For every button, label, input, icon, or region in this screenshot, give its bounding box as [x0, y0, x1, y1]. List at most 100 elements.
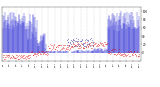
Point: [56, 46, 59, 47]
Point: [20, 56, 23, 58]
Point: [42, 52, 45, 53]
Point: [87, 45, 89, 46]
Point: [77, 45, 80, 46]
Point: [52, 46, 54, 48]
Point: [120, 53, 123, 54]
Point: [116, 52, 119, 54]
Point: [135, 55, 137, 56]
Point: [93, 42, 95, 43]
Point: [95, 45, 98, 47]
Point: [97, 46, 100, 47]
Point: [131, 53, 133, 55]
Point: [6, 56, 8, 57]
Point: [47, 50, 49, 52]
Point: [50, 44, 52, 46]
Point: [80, 40, 82, 42]
Point: [97, 44, 99, 45]
Point: [4, 57, 7, 58]
Point: [69, 46, 72, 47]
Point: [129, 51, 132, 53]
Point: [85, 42, 88, 43]
Point: [66, 42, 69, 43]
Point: [68, 45, 70, 46]
Point: [92, 44, 94, 45]
Point: [128, 52, 130, 53]
Point: [96, 44, 99, 45]
Point: [76, 43, 79, 44]
Point: [101, 44, 103, 46]
Point: [89, 43, 92, 44]
Point: [88, 42, 91, 43]
Point: [49, 49, 52, 51]
Point: [16, 58, 19, 59]
Point: [126, 50, 129, 52]
Point: [3, 58, 5, 60]
Point: [45, 50, 48, 52]
Point: [92, 42, 94, 44]
Point: [90, 44, 93, 46]
Point: [61, 47, 63, 48]
Point: [77, 44, 79, 45]
Point: [129, 51, 131, 52]
Point: [60, 48, 62, 50]
Point: [79, 45, 81, 47]
Point: [25, 56, 28, 57]
Point: [125, 51, 128, 53]
Point: [126, 54, 128, 56]
Point: [73, 46, 75, 47]
Point: [66, 48, 69, 50]
Point: [21, 55, 24, 56]
Point: [24, 57, 27, 58]
Point: [68, 49, 71, 50]
Point: [106, 44, 108, 45]
Point: [86, 44, 88, 45]
Point: [86, 44, 88, 46]
Point: [4, 56, 7, 57]
Point: [82, 44, 85, 45]
Point: [63, 44, 66, 46]
Point: [54, 49, 56, 50]
Point: [68, 41, 71, 43]
Point: [78, 45, 80, 47]
Point: [129, 55, 132, 57]
Point: [23, 58, 26, 59]
Point: [51, 48, 53, 50]
Point: [80, 40, 83, 41]
Point: [41, 53, 44, 55]
Point: [23, 54, 25, 56]
Point: [91, 45, 94, 46]
Point: [111, 50, 114, 51]
Point: [121, 54, 124, 55]
Point: [32, 54, 34, 55]
Point: [38, 52, 40, 53]
Point: [71, 46, 73, 47]
Point: [45, 52, 48, 54]
Point: [34, 53, 36, 54]
Point: [59, 44, 61, 45]
Point: [31, 54, 34, 55]
Point: [116, 53, 118, 55]
Point: [35, 55, 37, 57]
Point: [82, 48, 85, 49]
Point: [46, 54, 48, 55]
Point: [74, 44, 77, 46]
Point: [113, 48, 116, 50]
Point: [88, 44, 90, 45]
Point: [60, 48, 63, 49]
Point: [94, 44, 96, 45]
Point: [3, 54, 6, 55]
Point: [14, 54, 17, 56]
Point: [84, 45, 87, 47]
Point: [72, 43, 75, 45]
Point: [103, 42, 106, 43]
Point: [85, 39, 88, 40]
Point: [13, 56, 16, 58]
Point: [17, 58, 20, 59]
Point: [136, 50, 138, 52]
Point: [109, 49, 112, 51]
Point: [110, 52, 112, 54]
Point: [40, 51, 43, 53]
Point: [75, 40, 78, 42]
Point: [128, 52, 131, 53]
Point: [98, 44, 100, 46]
